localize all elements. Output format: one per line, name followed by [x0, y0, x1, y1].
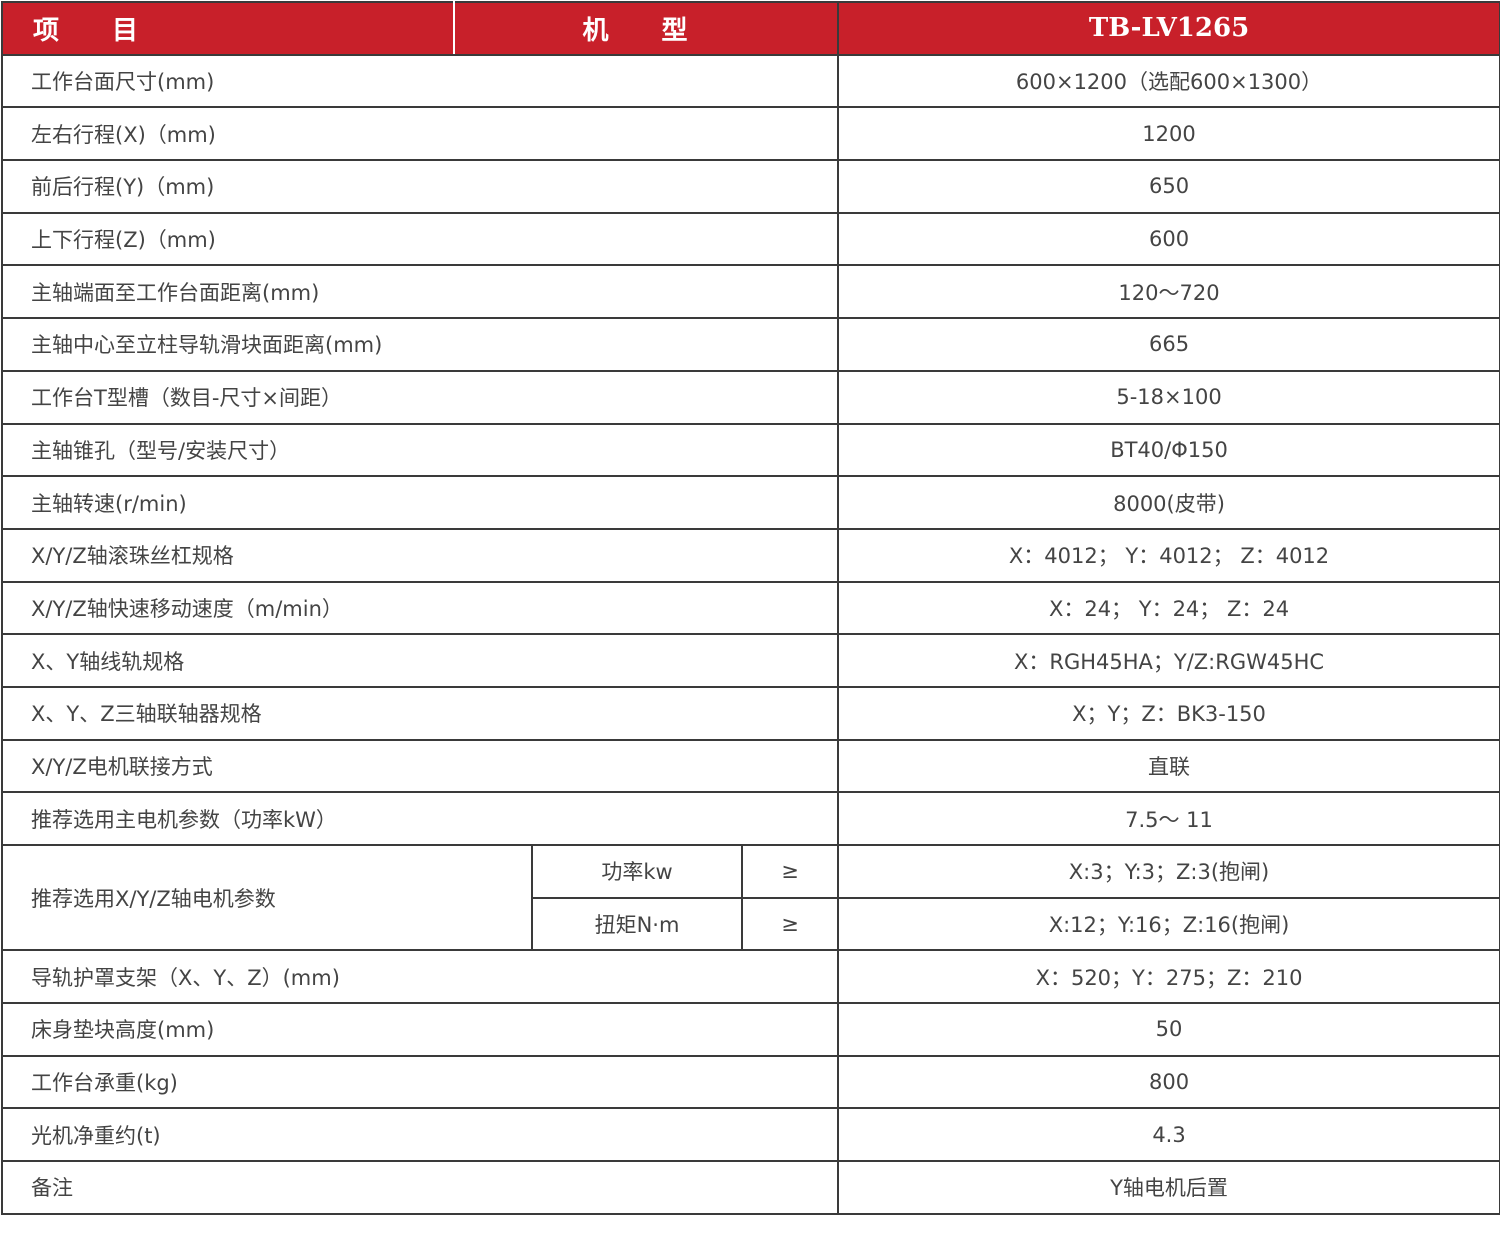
spec-label: X、Y轴线轨规格: [0, 633, 840, 688]
table-row: X/Y/Z轴滚珠丝杠规格 X：4012； Y：4012； Z：4012: [0, 527, 1500, 583]
spec-label: 推荐选用X/Y/Z轴电机参数: [1, 843, 533, 952]
spec-value: X：520；Y：275；Z：210: [837, 949, 1500, 1005]
sub-param-name: 扭矩N·m: [531, 896, 743, 952]
spec-value: X：24； Y：24； Z：24: [837, 580, 1500, 636]
table-row: 主轴中心至立柱导轨滑块面距离(mm) 665: [0, 317, 1500, 372]
table-row: 推荐选用主电机参数（功率kW） 7.5～ 11: [0, 791, 1500, 846]
spec-label: 上下行程(Z)（mm): [0, 211, 840, 267]
table-row: X/Y/Z轴快速移动速度（m/min） X：24； Y：24； Z：24: [0, 580, 1500, 636]
table-row: 主轴锥孔（型号/安装尺寸） BT40/Φ150: [0, 422, 1500, 478]
header-row: 项 目 机 型 TB-LV1265: [1, 1, 1500, 56]
spec-value: 600: [837, 211, 1500, 267]
spec-value: 直联: [837, 738, 1500, 794]
table-row: 光机净重约(t) 4.3: [0, 1107, 1500, 1163]
table-row: X、Y、Z三轴联轴器规格 X；Y；Z：BK3-150: [0, 685, 1500, 741]
sub-param-operator: ≥: [740, 896, 840, 952]
spec-value: 1200: [837, 106, 1500, 162]
spec-value: 7.5～ 11: [837, 791, 1500, 846]
spec-label: 左右行程(X)（mm): [0, 106, 840, 162]
spec-label: 工作台T型槽（数目-尺寸×间距）: [0, 369, 840, 425]
table-row: 左右行程(X)（mm) 1200: [0, 106, 1500, 162]
spec-label: 主轴端面至工作台面距离(mm): [0, 264, 840, 320]
table-row: 工作台承重(kg) 800: [0, 1054, 1500, 1110]
spec-label: 主轴锥孔（型号/安装尺寸）: [0, 422, 840, 478]
header-model-name: TB-LV1265: [837, 1, 1500, 56]
table-row: 床身垫块高度(mm) 50: [0, 1002, 1500, 1057]
spec-label: 光机净重约(t): [0, 1107, 840, 1163]
table-row: 工作台T型槽（数目-尺寸×间距） 5-18×100: [0, 369, 1500, 425]
spec-label: 导轨护罩支架（X、Y、Z）(mm): [0, 949, 840, 1005]
spec-label: 床身垫块高度(mm): [0, 1002, 840, 1057]
table-row: 前后行程(Y)（mm) 650: [0, 159, 1500, 214]
spec-value: 665: [837, 317, 1500, 372]
spec-label: 前后行程(Y)（mm): [0, 159, 840, 214]
spec-value: 120～720: [837, 264, 1500, 320]
spec-value: 8000(皮带): [837, 475, 1500, 530]
table-row: 导轨护罩支架（X、Y、Z）(mm) X：520；Y：275；Z：210: [0, 949, 1500, 1005]
spec-label: X、Y、Z三轴联轴器规格: [0, 685, 840, 741]
table-row: X/Y/Z电机联接方式 直联: [0, 738, 1500, 794]
spec-value: X：RGH45HA；Y/Z:RGW45HC: [837, 633, 1500, 688]
spec-value: 5-18×100: [837, 369, 1500, 425]
spec-label: X/Y/Z轴滚珠丝杠规格: [0, 527, 840, 583]
table-row: 主轴转速(r/min) 8000(皮带): [0, 475, 1500, 530]
spec-value: BT40/Φ150: [837, 422, 1500, 478]
table-row: 主轴端面至工作台面距离(mm) 120～720: [0, 264, 1500, 320]
spec-value: X：4012； Y：4012； Z：4012: [837, 527, 1500, 583]
spec-table: 项 目 机 型 TB-LV1265 工作台面尺寸(mm) 600×1200（选配6…: [0, 1, 1500, 1215]
spec-value: X；Y；Z：BK3-150: [837, 685, 1500, 741]
spec-label: 主轴中心至立柱导轨滑块面距离(mm): [0, 317, 840, 372]
spec-label: 工作台面尺寸(mm): [0, 53, 840, 109]
spec-value: 600×1200（选配600×1300）: [837, 53, 1500, 109]
spec-label: 推荐选用主电机参数（功率kW）: [0, 791, 840, 846]
spec-label: 备注: [0, 1160, 840, 1215]
spec-value: 800: [837, 1054, 1500, 1110]
spec-value: X:12；Y:16；Z:16(抱闸): [837, 896, 1500, 952]
header-model: 机 型: [452, 1, 840, 56]
spec-label: X/Y/Z轴快速移动速度（m/min）: [0, 580, 840, 636]
table-row: X、Y轴线轨规格 X：RGH45HA；Y/Z:RGW45HC: [0, 633, 1500, 688]
spec-label: 主轴转速(r/min): [0, 475, 840, 530]
table-row: 备注 Y轴电机后置: [0, 1160, 1500, 1215]
header-item: 项 目: [1, 1, 455, 56]
table-row: 上下行程(Z)（mm) 600: [0, 211, 1500, 267]
spec-label: X/Y/Z电机联接方式: [0, 738, 840, 794]
spec-value: 650: [837, 159, 1500, 214]
table-row: 扭矩N·m ≥ X:12；Y:16；Z:16(抱闸): [2, 896, 1500, 952]
sub-param-name: 功率kw: [531, 844, 743, 899]
spec-value: 4.3: [837, 1107, 1500, 1163]
spec-value: 50: [837, 1002, 1500, 1057]
spec-value: Y轴电机后置: [837, 1160, 1500, 1215]
spec-label: 工作台承重(kg): [0, 1054, 840, 1110]
spec-value: X:3；Y:3；Z:3(抱闸): [837, 844, 1500, 899]
table-row: 工作台面尺寸(mm) 600×1200（选配600×1300）: [0, 53, 1500, 109]
sub-param-operator: ≥: [740, 844, 840, 899]
table-row: 推荐选用X/Y/Z轴电机参数 功率kw ≥ X:3；Y:3；Z:3(抱闸): [1, 843, 1500, 952]
